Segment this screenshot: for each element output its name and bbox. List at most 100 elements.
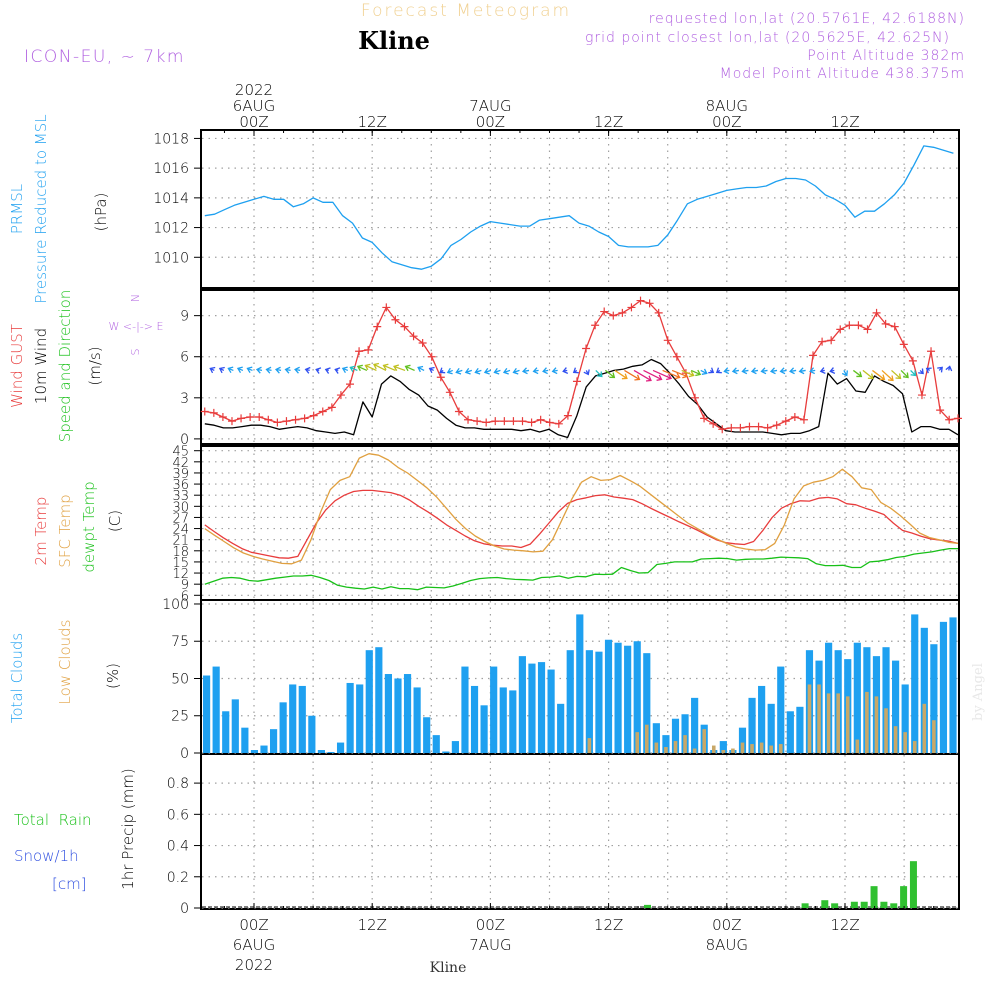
- clouds-title-total: Total Clouds: [8, 633, 26, 723]
- gust-marker: [391, 315, 400, 324]
- total-cloud-bar: [643, 653, 651, 753]
- xtick-label-top: 12Z: [358, 113, 387, 131]
- low-cloud-bar: [769, 745, 773, 753]
- ytick-label: 25: [171, 709, 189, 725]
- ytick-label: 12: [172, 567, 189, 582]
- gust-marker: [545, 418, 554, 427]
- total-cloud-bar: [557, 703, 565, 753]
- gust-marker: [690, 393, 699, 402]
- total-cloud-bar: [882, 647, 890, 753]
- wind-direction-arrow: [502, 367, 511, 375]
- ytick-label: 1016: [153, 161, 189, 177]
- xtick-label-top: 00Z: [712, 113, 741, 131]
- wind-direction-arrow: [255, 366, 263, 374]
- grid-point-coords: grid point closest lon,lat (20.5625E, 42…: [585, 30, 950, 46]
- gust-marker: [554, 419, 563, 428]
- ytick-label: 18: [172, 545, 189, 560]
- ytick-label: 9: [180, 309, 189, 325]
- gust-marker: [509, 417, 518, 426]
- gust-marker: [382, 303, 391, 312]
- panel-frames: [200, 129, 960, 910]
- total-cloud-bar: [346, 682, 354, 753]
- wind-direction-arrow: [662, 369, 681, 380]
- wind-unit: (m/s): [86, 346, 104, 385]
- gust-marker: [809, 351, 818, 360]
- temp-unit: (C): [106, 510, 124, 532]
- total-cloud-bar: [298, 685, 306, 753]
- gust-marker: [200, 407, 209, 416]
- low-cloud-bar: [817, 684, 821, 753]
- gust-marker: [872, 308, 881, 317]
- banner-title: Forecast Meteogram: [361, 1, 571, 21]
- total-cloud-bar: [356, 684, 364, 753]
- low-cloud-bar: [922, 703, 927, 753]
- gust-marker: [799, 415, 808, 424]
- ytick-label: 39: [172, 467, 189, 482]
- gust-marker: [473, 417, 482, 426]
- total-cloud-bar: [384, 674, 392, 753]
- compass-we: W <-|-> E: [109, 320, 164, 333]
- gust-marker: [309, 411, 318, 420]
- total-cloud-bar: [738, 727, 747, 753]
- gust-marker: [736, 423, 745, 432]
- gust-marker: [908, 356, 917, 365]
- gust-marker: [364, 345, 373, 354]
- precip-bar: [850, 901, 858, 908]
- low-cloud-bar: [855, 739, 860, 753]
- wind-direction-arrow: [341, 366, 349, 374]
- total-cloud-bar: [652, 723, 660, 753]
- gust-marker: [818, 337, 827, 346]
- gust-marker: [899, 340, 908, 349]
- wind-direction-arrow: [841, 370, 848, 377]
- wind-direction-arrow: [364, 363, 377, 372]
- total-cloud-bar: [480, 705, 488, 753]
- wind-direction-arrow: [681, 369, 695, 378]
- low-cloud-bar: [750, 744, 754, 753]
- gust-marker: [227, 417, 236, 426]
- gust-marker: [936, 406, 945, 415]
- temp-axis-title: 2m Temp SFC Temp dewpt Temp (C): [32, 481, 124, 572]
- total-cloud-bar: [681, 714, 689, 753]
- low-cloud-bar: [826, 693, 831, 753]
- credit-watermark: by Angel: [971, 663, 986, 721]
- wind-direction-arrow: [324, 367, 331, 374]
- xtick-label-bottom: 12Z: [358, 916, 387, 934]
- gust-marker: [336, 391, 345, 400]
- location-title: Kline: [358, 26, 430, 55]
- total-cloud-bar: [671, 718, 680, 753]
- total-cloud-bar: [432, 735, 440, 753]
- temp-title-2m: 2m Temp: [32, 497, 50, 566]
- wind-direction-arrow: [750, 367, 759, 375]
- wind-direction-arrow: [881, 369, 894, 382]
- total-cloud-bar: [451, 741, 459, 753]
- ytick-label: 1010: [153, 250, 189, 266]
- precip-bar: [909, 861, 917, 908]
- wind-title-10m: 10m Wind: [32, 328, 50, 404]
- wind-direction-arrow: [542, 367, 549, 375]
- total-cloud-bar: [413, 687, 421, 753]
- total-cloud-bar: [748, 697, 756, 753]
- gust-marker: [246, 412, 255, 421]
- wind-direction-arrow: [583, 369, 590, 376]
- gust-marker: [346, 380, 355, 389]
- gust-marker: [400, 322, 409, 331]
- wind-direction-arrow: [723, 367, 730, 375]
- wind-direction-arrow: [852, 369, 863, 378]
- total-cloud-bar: [662, 735, 670, 753]
- gust-marker: [854, 321, 863, 330]
- gust-marker: [627, 303, 636, 312]
- gust-marker: [563, 411, 572, 420]
- total-cloud-bar: [203, 675, 211, 753]
- gust-marker: [781, 417, 790, 426]
- xtick-label-bottom: 00Z: [239, 916, 268, 934]
- gust-marker: [745, 422, 754, 431]
- wind-direction-arrow: [284, 366, 291, 374]
- low-cloud-bar: [893, 726, 898, 753]
- xtick-label-top: 12Z: [830, 113, 859, 131]
- low-cloud-bar: [635, 732, 640, 753]
- precip-bar: [900, 886, 908, 908]
- wind-direction-arrow: [779, 367, 787, 375]
- gust-marker: [600, 307, 609, 316]
- precip-axis-title: Total Rain Snow/1h [cm] 1hr Precip (mm): [14, 768, 137, 893]
